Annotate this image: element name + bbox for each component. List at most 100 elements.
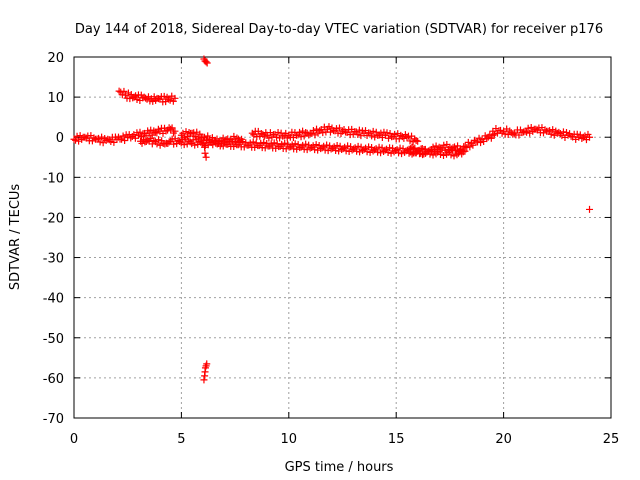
data-point — [573, 130, 581, 138]
data-point — [191, 141, 199, 149]
data-point — [76, 132, 84, 140]
data-point — [156, 141, 164, 149]
data-point — [251, 143, 259, 151]
data-point — [179, 129, 187, 137]
data-point — [288, 141, 296, 149]
data-point — [454, 142, 462, 150]
data-point — [406, 137, 414, 145]
data-point — [369, 127, 377, 135]
data-point — [333, 141, 341, 149]
data-point — [432, 142, 440, 150]
data-point — [147, 126, 155, 134]
data-point — [312, 141, 320, 149]
data-point — [281, 139, 289, 147]
data-point — [385, 134, 393, 142]
data-point — [532, 125, 540, 133]
data-point — [260, 138, 268, 146]
data-point — [323, 141, 331, 149]
data-point — [299, 141, 307, 149]
data-point — [450, 152, 458, 160]
data-point — [487, 134, 495, 142]
y-tick-label: 10 — [47, 91, 64, 106]
data-point — [201, 149, 209, 157]
data-point — [377, 149, 385, 157]
data-point — [521, 127, 529, 135]
data-point — [150, 137, 158, 145]
data-point — [203, 360, 211, 368]
y-tick-label: 0 — [56, 131, 64, 146]
data-point — [341, 143, 349, 151]
data-point — [98, 133, 106, 141]
data-point — [383, 129, 391, 137]
data-point — [527, 124, 535, 132]
data-point — [391, 130, 399, 138]
data-point — [249, 138, 257, 146]
data-point — [218, 137, 226, 145]
data-point — [309, 142, 317, 150]
data-point — [153, 140, 161, 148]
data-point — [546, 127, 554, 135]
data-point — [354, 142, 362, 150]
data-point — [405, 149, 413, 157]
data-point — [466, 143, 474, 151]
data-point — [88, 137, 96, 145]
data-point — [353, 147, 361, 155]
data-point — [201, 142, 209, 150]
data-point — [215, 138, 223, 146]
chart-title: Day 144 of 2018, Sidereal Day-to-day VTE… — [75, 22, 603, 37]
data-point — [120, 87, 128, 95]
data-point — [475, 134, 483, 142]
data-point — [339, 127, 346, 135]
data-point — [314, 146, 322, 154]
data-point — [564, 131, 572, 139]
data-point — [335, 124, 343, 132]
data-point — [188, 140, 196, 148]
data-point — [440, 141, 448, 149]
data-point — [332, 125, 340, 133]
x-tick-label: 0 — [70, 432, 78, 447]
data-point — [118, 135, 126, 143]
data-point — [102, 136, 110, 144]
data-point — [403, 133, 411, 141]
data-point — [171, 94, 179, 102]
data-point — [171, 135, 179, 143]
data-point — [440, 151, 448, 159]
data-point — [72, 136, 80, 144]
data-point — [539, 129, 547, 137]
data-point — [372, 145, 380, 153]
data-point — [435, 148, 443, 156]
data-point — [257, 139, 265, 147]
data-point — [119, 132, 127, 140]
data-point — [171, 127, 179, 135]
data-point — [509, 130, 517, 138]
data-point — [190, 129, 198, 137]
data-point — [355, 126, 363, 134]
data-point — [204, 132, 212, 140]
data-point — [169, 97, 177, 105]
data-point — [282, 145, 290, 153]
data-point — [162, 127, 170, 135]
data-point — [366, 148, 374, 156]
x-tick-label: 5 — [177, 432, 185, 447]
data-point — [320, 142, 328, 150]
data-point — [265, 134, 273, 142]
data-point — [166, 96, 174, 104]
data-point — [203, 59, 211, 67]
data-point — [408, 150, 416, 158]
data-point — [177, 139, 185, 147]
data-point — [225, 138, 233, 146]
data-point — [267, 140, 275, 148]
data-point — [447, 151, 455, 159]
data-point — [151, 128, 159, 136]
y-tick-label: 20 — [47, 51, 64, 66]
data-point — [559, 128, 567, 136]
y-tick-label: -30 — [43, 252, 64, 267]
data-point — [311, 131, 319, 139]
data-point — [212, 139, 220, 147]
data-point — [419, 151, 427, 159]
data-point — [326, 128, 334, 136]
data-point — [425, 147, 433, 155]
data-point — [454, 149, 462, 157]
data-point — [236, 138, 244, 146]
